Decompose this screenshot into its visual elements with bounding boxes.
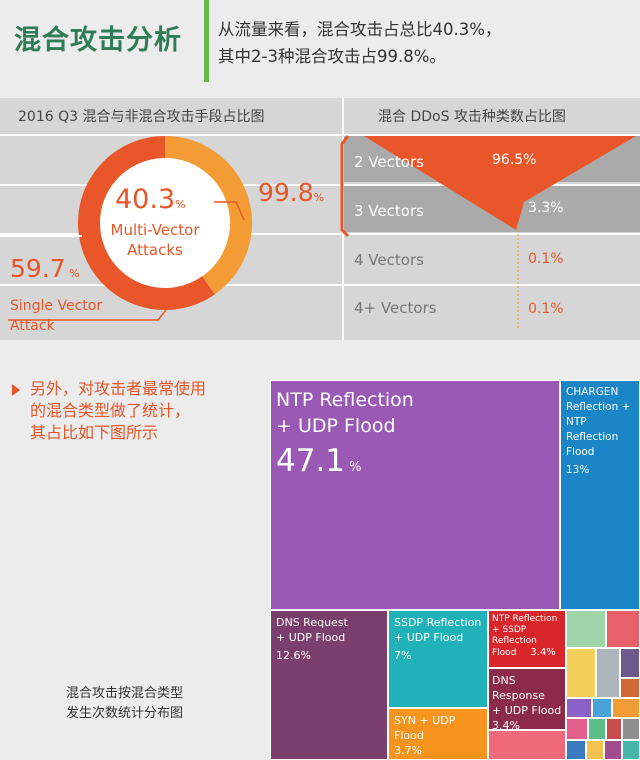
left-panel-title: 2016 Q3 混合与非混合攻击手段占比图 — [18, 109, 265, 125]
treemap-tile-ntp: NTP Reflection + UDP Flood 47.1 % — [270, 380, 560, 610]
vector-label-4plus: 4+ Vectors — [354, 299, 437, 317]
treemap-tile-small — [606, 718, 622, 740]
treemap-tile-dnsresp: DNS Response + UDP Flood 3.4% — [488, 668, 566, 730]
vector-pct-4: 0.1% — [528, 251, 564, 267]
treemap-tile-small — [606, 610, 640, 648]
bullet-icon — [12, 384, 20, 396]
treemap-tile-small — [620, 678, 640, 698]
multi-label: Multi-Vector Attacks — [110, 221, 200, 259]
treemap-tile-small — [612, 698, 640, 718]
grid-line — [0, 184, 640, 186]
treemap-tile-small — [586, 740, 604, 760]
vector-pct-4plus: 0.1% — [528, 301, 564, 317]
header-accent-bar — [204, 0, 209, 82]
treemap-tile-chargen: CHARGEN Reflection + NTP Reflection Flood 13% — [560, 380, 640, 610]
donut-segment-multi — [164, 136, 252, 295]
donut-center — [89, 147, 241, 299]
summary-line-2: 其中2-3种混合攻击占99.8%。 — [218, 47, 446, 66]
right-panel-title: 混合 DDoS 攻击种类数占比图 — [378, 109, 566, 125]
vector-label-3: 3 Vectors — [354, 202, 424, 220]
treemap-tile-ssdp: SSDP Reflection + UDP Flood 7% — [388, 610, 488, 708]
vector-label-4: 4 Vectors — [354, 251, 424, 269]
treemap-tile-small — [566, 648, 596, 698]
treemap-tile-syn: SYN + UDP Flood 3.7% — [388, 708, 488, 760]
funnel-shape — [364, 136, 636, 230]
multi-value: 40.3% — [115, 184, 186, 215]
vector-row — [344, 286, 640, 332]
single-label: Single Vector Attack — [10, 298, 103, 334]
treemap-tile-small — [566, 718, 588, 740]
vector-pct-3: 3.3% — [528, 200, 564, 216]
page-title: 混合攻击分析 — [14, 25, 182, 56]
treemap-tile-small — [488, 730, 566, 760]
treemap-tile-small — [588, 718, 606, 740]
callout-line-multi — [214, 201, 245, 221]
treemap-tile-small — [566, 698, 592, 718]
treemap-caption: 混合攻击按混合类型 发生次数统计分布图 — [66, 686, 184, 721]
bottom-intro: 另外，对攻击者最常使用 的混合类型做了统计， 其占比如下图所示 — [30, 379, 207, 442]
grid-line — [0, 284, 640, 286]
summary-text: 从流量来看，混合攻击占总比40.3%， 其中2-3种混合攻击占99.8%。 — [218, 16, 501, 70]
vector-pct-2: 96.5% — [492, 152, 537, 168]
treemap-tile-small — [622, 718, 640, 740]
donut-segment-single — [78, 136, 215, 310]
treemap-tile-dnsreq: DNS Request + UDP Flood 12.6% — [270, 610, 388, 760]
treemap-tile-small — [566, 610, 606, 648]
treemap-tile-small — [604, 740, 622, 760]
treemap-tile-small — [622, 740, 640, 760]
callout-line-single — [8, 309, 167, 321]
treemap-tile-small — [566, 740, 586, 760]
header — [0, 0, 640, 82]
donut-chart — [78, 136, 252, 310]
grid-line — [0, 233, 640, 235]
single-value: 59.7 % — [10, 254, 80, 283]
bracket — [340, 135, 350, 238]
treemap-tile-small — [596, 648, 620, 698]
callout-lines — [0, 201, 245, 321]
treemap-tile-small — [620, 648, 640, 678]
summary-line-1: 从流量来看，混合攻击占总比40.3%， — [218, 20, 502, 39]
vector-label-2: 2 Vectors — [354, 153, 424, 171]
treemap-tile-small — [592, 698, 612, 718]
grid-line — [0, 134, 640, 136]
treemap-tile-ntpssdp: NTP Reflection + SSDP Reflection Flood 3.4% — [488, 610, 566, 668]
vector-row — [344, 235, 640, 281]
callout-value: 99.8% — [258, 178, 325, 207]
vector-funnel — [340, 135, 636, 330]
